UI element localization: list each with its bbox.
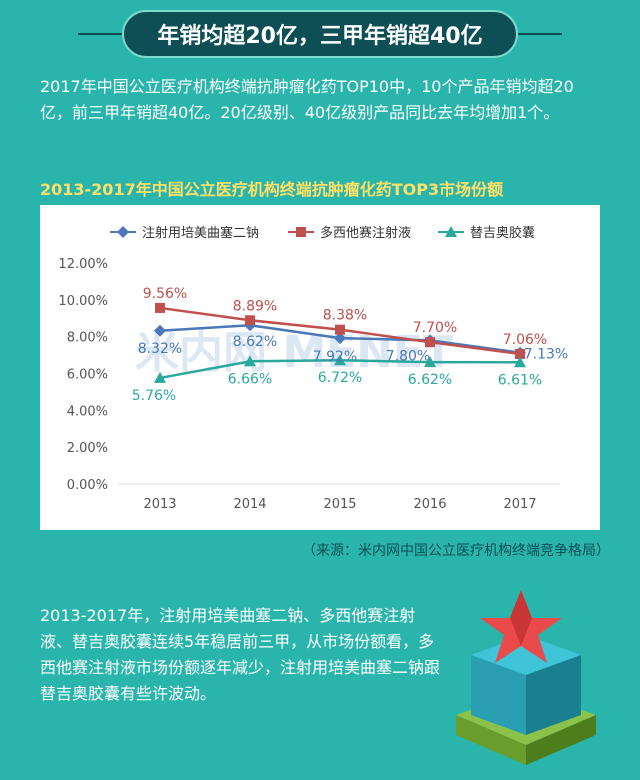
data-label-s2-2: 8.89% xyxy=(233,298,277,314)
legend-label-3: 替吉奥胶囊 xyxy=(470,225,535,241)
legend-marker-3 xyxy=(445,226,457,237)
data-label-s2-4: 7.70% xyxy=(413,320,457,336)
data-point-s2-4 xyxy=(425,337,435,348)
data-label-s3-3: 6.72% xyxy=(318,370,362,386)
data-label-s1-4: 7.80% xyxy=(386,348,430,364)
x-tick-label: 2015 xyxy=(323,497,356,512)
summary-paragraph: 2013-2017年，注射用培美曲塞二钠、多西他赛注射液、替吉奥胶囊连续5年稳居… xyxy=(40,606,441,703)
source-note: （来源：米内网中国公立医疗机构终端竞争格局） xyxy=(302,543,610,559)
legend-label-2: 多西他赛注射液 xyxy=(320,225,411,241)
data-label-s2-5: 7.06% xyxy=(503,332,547,348)
data-point-s2-3 xyxy=(335,324,345,335)
data-point-s3-4 xyxy=(424,356,436,368)
watermark: 米内网 MENET xyxy=(135,327,453,378)
legend-marker-2 xyxy=(296,227,306,237)
banner-right-line xyxy=(518,33,562,35)
data-label-s1-5: 7.13% xyxy=(524,347,568,363)
x-tick-label: 2017 xyxy=(503,497,536,512)
banner-left-line xyxy=(78,33,122,35)
data-point-s2-2 xyxy=(245,315,255,326)
y-tick-label: 4.00% xyxy=(67,404,108,419)
chart-title: 2013-2017年中国公立医疗机构终端抗肿瘤化药TOP3市场份额 xyxy=(40,180,504,199)
data-label-s1-2: 8.62% xyxy=(233,334,277,350)
data-label-s2-1: 9.56% xyxy=(143,286,187,302)
data-label-s1-3: 7.92% xyxy=(313,349,357,365)
y-tick-label: 8.00% xyxy=(67,331,108,346)
y-tick-label: 12.00% xyxy=(58,257,108,272)
data-point-s3-3 xyxy=(334,354,346,366)
data-point-s1-1 xyxy=(154,324,166,337)
data-label-s3-5: 6.61% xyxy=(498,372,542,388)
data-label-s2-3: 8.38% xyxy=(323,308,367,324)
x-tick-label: 2016 xyxy=(413,497,446,512)
data-point-s2-5 xyxy=(515,348,525,359)
legend-marker-1 xyxy=(117,226,129,238)
y-tick-label: 10.00% xyxy=(58,294,108,309)
x-tick-label: 2013 xyxy=(143,497,176,512)
chart-container: 米内网 MENET 0.00% 2.00% 4.00% 6.00% 8.00% 10.00%… xyxy=(40,205,600,530)
y-tick-label: 0.00% xyxy=(67,478,108,493)
cube-star-illustration xyxy=(456,590,596,765)
data-label-s3-1: 5.76% xyxy=(132,388,176,404)
y-tick-label: 2.00% xyxy=(67,441,108,456)
legend-label-1: 注射用培美曲塞二钠 xyxy=(142,225,259,241)
banner-title: 年销均超20亿，三甲年销超40亿 xyxy=(157,24,483,49)
data-point-s3-1 xyxy=(154,371,166,383)
y-tick-label: 6.00% xyxy=(67,368,108,383)
data-point-s3-5 xyxy=(514,356,526,368)
x-tick-label: 2014 xyxy=(233,497,266,512)
intro-paragraph: 2017年中国公立医疗机构终端抗肿瘤化药TOP10中，10个产品年销均超20亿，… xyxy=(40,77,574,122)
section-banner: 年销均超20亿，三甲年销超40亿 xyxy=(122,10,518,58)
data-point-s3-2 xyxy=(244,355,256,367)
line-chart: 米内网 MENET 0.00% 2.00% 4.00% 6.00% 8.00% 10.00%… xyxy=(58,225,568,512)
data-point-s1-3 xyxy=(334,332,346,345)
data-label-s1-1: 8.32% xyxy=(138,341,182,357)
data-point-s2-1 xyxy=(155,302,165,313)
data-label-s3-2: 6.66% xyxy=(228,371,272,387)
data-label-s3-4: 6.62% xyxy=(408,372,452,388)
